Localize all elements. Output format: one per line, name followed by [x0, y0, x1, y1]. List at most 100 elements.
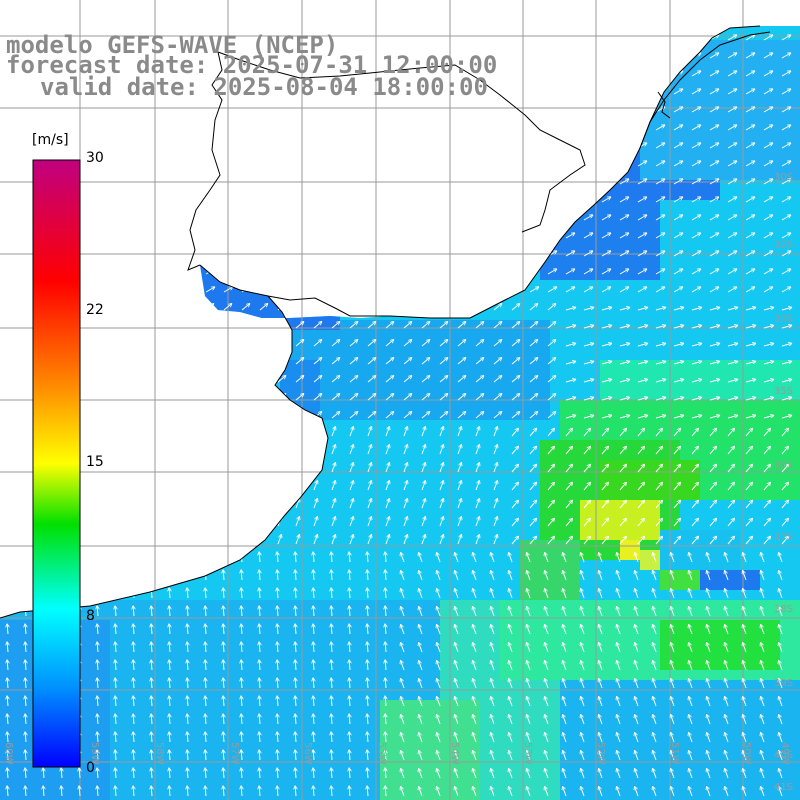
wind-arrow: [547, 304, 556, 311]
wind-arrow: [403, 233, 413, 239]
wind-arrow: [475, 481, 479, 491]
lon-label: 56W: [302, 742, 313, 765]
wind-arrow: [439, 376, 448, 383]
wind-arrow: [7, 445, 11, 455]
wind-arrow: [601, 89, 611, 95]
wind-arrow: [457, 143, 467, 149]
wind-arrow: [313, 322, 322, 329]
wind-arrow: [187, 125, 197, 131]
colorbar-tick-15: 15: [86, 454, 104, 470]
wind-arrow: [295, 233, 305, 239]
wind-arrow: [745, 446, 752, 455]
wind-arrow: [691, 415, 702, 419]
wind-arrow: [7, 269, 17, 275]
wind-arrow: [133, 535, 137, 545]
wind-arrow: [601, 325, 612, 329]
wind-arrow: [493, 125, 503, 131]
wind-arrow: [97, 412, 106, 419]
wind-arrow: [115, 304, 124, 311]
lat-label: 33S: [774, 314, 794, 325]
wind-arrow: [565, 361, 576, 365]
wind-arrow: [619, 215, 629, 221]
wind-arrow: [511, 464, 518, 473]
wind-arrow: [79, 143, 89, 149]
wind-arrow: [349, 322, 358, 329]
wind-arrow: [169, 125, 179, 131]
wind-arrow: [763, 107, 773, 113]
wind-arrow: [779, 589, 783, 599]
wind-arrow: [671, 571, 675, 581]
wind-arrow: [403, 427, 407, 437]
wind-arrow: [403, 215, 413, 221]
wind-arrow: [259, 340, 268, 347]
wind-arrow: [547, 340, 556, 347]
wind-arrow: [7, 427, 11, 437]
wind-arrow: [583, 197, 593, 203]
wind-arrow: [367, 125, 377, 131]
wind-arrow: [511, 304, 520, 311]
wind-arrow: [763, 71, 773, 77]
wind-arrow: [133, 624, 134, 635]
wind-arrow: [313, 215, 323, 221]
wind-arrow: [385, 481, 389, 491]
wind-arrow: [655, 415, 666, 419]
wind-arrow: [583, 518, 590, 527]
wind-arrow: [169, 304, 178, 311]
wind-arrow: [403, 412, 412, 419]
wind-arrow: [673, 379, 684, 383]
wind-arrow: [619, 233, 629, 239]
wind-arrow: [619, 125, 629, 131]
wind-arrow: [601, 415, 612, 419]
wind-arrow: [439, 412, 448, 419]
wind-arrow: [547, 446, 554, 455]
wind-arrow: [691, 500, 698, 509]
wind-arrow: [169, 517, 173, 527]
wind-arrow: [617, 571, 621, 581]
wind-arrow: [745, 197, 755, 203]
wind-arrow: [295, 322, 304, 329]
wind-arrow: [599, 625, 603, 635]
wind-arrow: [349, 427, 353, 437]
wind-arrow: [7, 570, 8, 581]
wind-arrow: [781, 35, 791, 41]
wind-arrow: [331, 606, 332, 617]
wind-arrow: [437, 625, 441, 635]
wind-arrow: [331, 517, 335, 527]
lat-label: 39S: [774, 678, 794, 689]
wind-arrow: [529, 340, 538, 347]
wind-arrow: [295, 412, 304, 419]
wind-arrow: [601, 482, 608, 491]
wind-arrow: [547, 518, 554, 527]
wind-arrow: [79, 215, 89, 221]
wind-arrow: [223, 535, 227, 545]
wind-arrow: [745, 35, 755, 41]
wind-arrow: [241, 376, 250, 383]
wind-arrow: [581, 625, 585, 635]
wind-arrow: [313, 197, 323, 203]
wind-arrow: [637, 518, 644, 527]
wind-arrow: [259, 233, 269, 239]
wind-arrow: [295, 287, 305, 293]
wind-arrow: [655, 464, 662, 473]
wind-arrow: [673, 161, 683, 167]
lat-label: 41S: [774, 782, 794, 793]
wind-arrow: [25, 481, 29, 491]
wind-arrow: [79, 197, 89, 203]
wind-arrow: [727, 107, 737, 113]
wind-arrow: [527, 571, 531, 581]
wind-arrow: [421, 322, 430, 329]
wind-arrow: [205, 322, 214, 329]
lon-label: 58W: [154, 742, 165, 765]
wind-arrow: [473, 625, 477, 635]
wind-arrow: [583, 325, 594, 329]
wind-arrow: [547, 536, 554, 545]
wind-arrow: [655, 197, 665, 203]
wind-arrow: [583, 464, 590, 473]
wind-arrow: [349, 588, 350, 599]
wind-arrow: [655, 428, 662, 437]
wind-arrow: [331, 535, 335, 545]
wind-arrow: [601, 125, 611, 131]
wind-arrow: [635, 571, 639, 581]
wind-arrow: [295, 340, 304, 347]
wind-arrow: [547, 322, 556, 329]
